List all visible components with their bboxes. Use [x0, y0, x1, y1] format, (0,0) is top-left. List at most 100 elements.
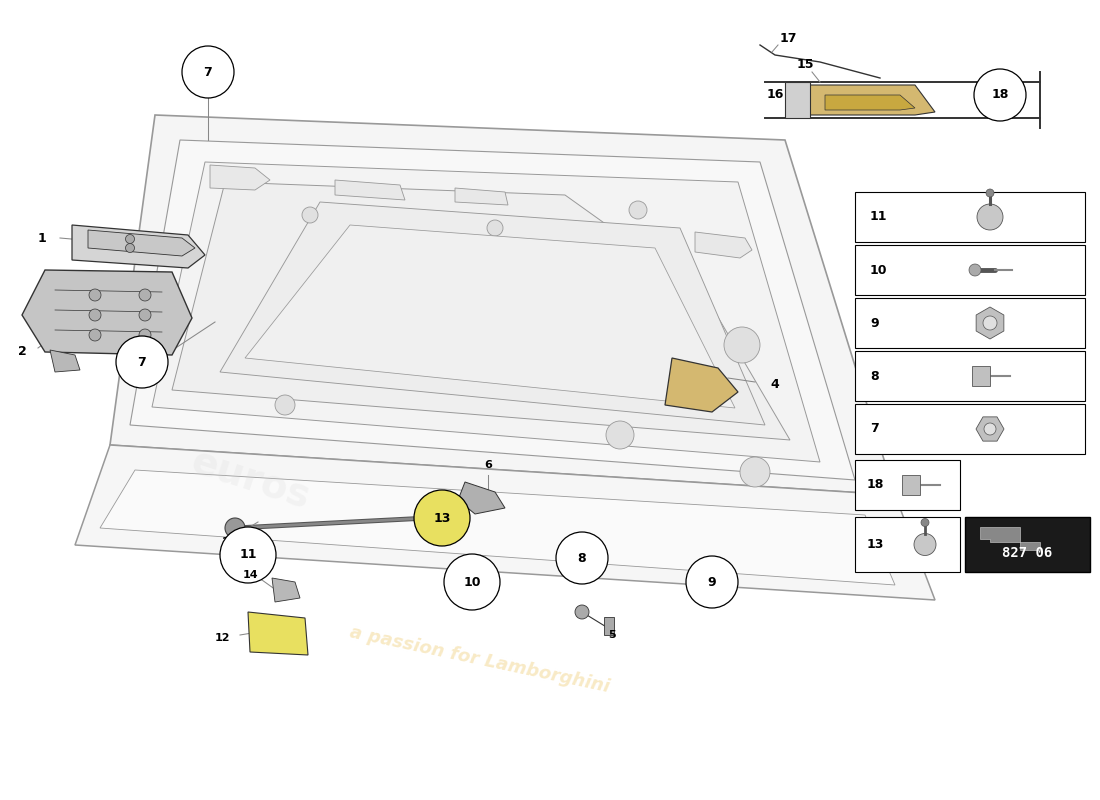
Text: 18: 18 — [991, 89, 1009, 102]
Circle shape — [414, 490, 470, 546]
Circle shape — [444, 554, 500, 610]
Circle shape — [89, 289, 101, 301]
Text: 9: 9 — [870, 317, 879, 330]
Text: 12: 12 — [214, 633, 230, 643]
Polygon shape — [88, 230, 195, 256]
Bar — [902, 475, 920, 495]
Circle shape — [606, 421, 634, 449]
Circle shape — [487, 220, 503, 236]
Text: 17: 17 — [779, 31, 796, 45]
Text: 827 06: 827 06 — [1002, 546, 1053, 560]
Text: 6: 6 — [484, 460, 492, 470]
Circle shape — [418, 508, 438, 528]
Circle shape — [116, 336, 168, 388]
Circle shape — [226, 518, 245, 538]
Bar — [855, 245, 1085, 295]
Text: 7: 7 — [870, 422, 879, 435]
Text: 2: 2 — [18, 346, 26, 358]
Circle shape — [220, 527, 276, 583]
Text: 14: 14 — [242, 570, 257, 580]
Polygon shape — [666, 358, 738, 412]
Circle shape — [984, 423, 996, 435]
Circle shape — [500, 316, 524, 340]
Circle shape — [974, 69, 1026, 121]
Polygon shape — [152, 162, 820, 462]
Circle shape — [139, 329, 151, 341]
Circle shape — [986, 189, 994, 197]
Polygon shape — [210, 165, 270, 190]
Polygon shape — [248, 612, 308, 655]
Polygon shape — [695, 232, 752, 258]
Circle shape — [914, 534, 936, 555]
Circle shape — [125, 243, 134, 253]
Text: 11: 11 — [240, 549, 256, 562]
Text: 15: 15 — [796, 58, 814, 71]
Bar — [604, 617, 614, 635]
Polygon shape — [805, 85, 935, 115]
Circle shape — [89, 329, 101, 341]
Circle shape — [740, 457, 770, 487]
Polygon shape — [272, 578, 300, 602]
Bar — [972, 366, 990, 386]
Bar — [855, 192, 1085, 242]
Bar — [855, 298, 1085, 348]
Circle shape — [343, 303, 367, 327]
Polygon shape — [22, 270, 192, 355]
Polygon shape — [825, 95, 915, 110]
Circle shape — [921, 518, 929, 526]
Polygon shape — [72, 225, 205, 268]
Circle shape — [125, 234, 134, 243]
Circle shape — [275, 395, 295, 415]
Polygon shape — [110, 115, 895, 495]
Text: a passion for Lamborghini: a passion for Lamborghini — [349, 624, 612, 696]
Text: 10: 10 — [463, 575, 481, 589]
Polygon shape — [785, 82, 810, 118]
Polygon shape — [220, 202, 764, 425]
Text: 11: 11 — [870, 210, 888, 223]
Text: 7: 7 — [204, 66, 212, 78]
Circle shape — [302, 207, 318, 223]
Polygon shape — [980, 527, 1040, 550]
Polygon shape — [336, 180, 405, 200]
Circle shape — [629, 201, 647, 219]
Circle shape — [983, 316, 997, 330]
Polygon shape — [976, 417, 1004, 441]
Text: 7: 7 — [138, 355, 146, 369]
Circle shape — [182, 46, 234, 98]
Circle shape — [89, 309, 101, 321]
Circle shape — [139, 289, 151, 301]
Text: 18: 18 — [867, 478, 884, 491]
Text: euros: euros — [186, 443, 315, 517]
Polygon shape — [455, 188, 508, 205]
Circle shape — [556, 532, 608, 584]
Text: 8: 8 — [870, 370, 879, 382]
Polygon shape — [75, 445, 935, 600]
Bar — [855, 517, 960, 572]
Polygon shape — [976, 307, 1004, 339]
Bar — [855, 460, 960, 510]
Bar — [965, 517, 1090, 572]
Text: 8: 8 — [578, 551, 586, 565]
Polygon shape — [245, 225, 735, 408]
Circle shape — [575, 605, 589, 619]
Text: 13: 13 — [433, 511, 451, 525]
Polygon shape — [130, 140, 855, 480]
Text: 4: 4 — [771, 378, 780, 391]
Text: 1: 1 — [37, 231, 46, 245]
Text: 3: 3 — [221, 535, 229, 549]
Circle shape — [139, 309, 151, 321]
Text: 9: 9 — [707, 575, 716, 589]
Circle shape — [977, 204, 1003, 230]
Bar — [855, 404, 1085, 454]
Polygon shape — [172, 182, 790, 440]
Circle shape — [686, 556, 738, 608]
Text: 13: 13 — [867, 538, 884, 551]
Polygon shape — [458, 482, 505, 514]
Text: 10: 10 — [870, 263, 888, 277]
Text: 16: 16 — [767, 89, 783, 102]
Polygon shape — [50, 350, 80, 372]
Circle shape — [969, 264, 981, 276]
Circle shape — [724, 327, 760, 363]
Polygon shape — [100, 470, 895, 585]
Bar — [855, 351, 1085, 401]
